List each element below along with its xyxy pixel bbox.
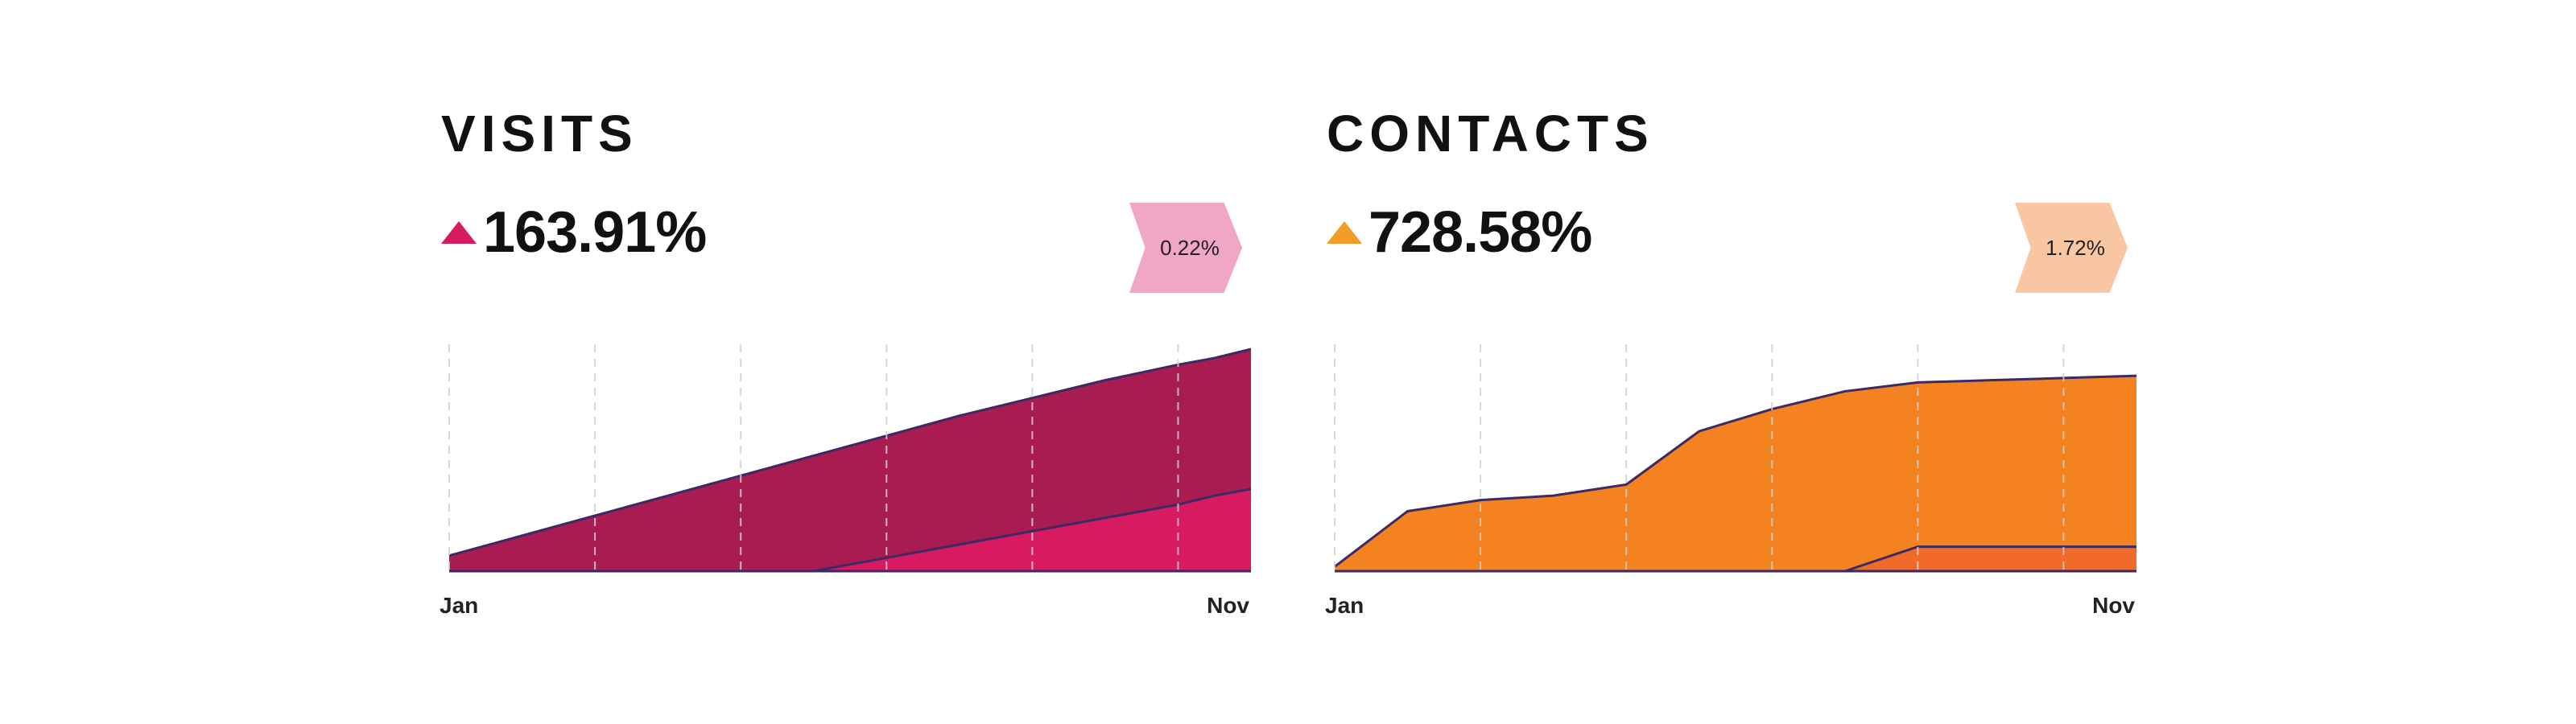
contacts-change-badge: 1.72%	[2015, 203, 2128, 293]
visits-series-1-area	[449, 349, 1251, 571]
contacts-series-1-area	[1335, 376, 2136, 571]
visits-x-tick-label-start: Jan	[440, 593, 478, 618]
contacts-panel: CONTACTS 728.58% 1.72% Jan Nov	[1325, 0, 2137, 724]
contacts-value: 728.58%	[1368, 200, 1592, 265]
visits-area-chart: Jan Nov	[440, 344, 1252, 618]
contacts-x-tick-label-start: Jan	[1325, 593, 1364, 618]
contacts-area-chart: Jan Nov	[1325, 344, 2137, 618]
visits-series-2-line	[813, 487, 1252, 573]
triangle-up-icon	[441, 221, 477, 244]
contacts-series-2-line	[1844, 545, 2136, 573]
visits-series-2-area	[813, 488, 1251, 571]
contacts-metric: 728.58%	[1325, 196, 1592, 269]
triangle-up-icon	[1327, 221, 1362, 244]
visits-x-tick-label-end: Nov	[1207, 593, 1249, 618]
visits-metric: 163.91%	[440, 196, 707, 269]
visits-badge-text: 0.22%	[1160, 235, 1220, 260]
visits-value: 163.91%	[483, 200, 707, 265]
contacts-x-tick-label-end: Nov	[2092, 593, 2135, 618]
contacts-badge-text: 1.72%	[2046, 235, 2105, 260]
visits-title: VISITS	[441, 105, 638, 162]
contacts-series-1-line	[1334, 374, 2137, 568]
contacts-title: CONTACTS	[1327, 105, 1654, 162]
visits-change-badge: 0.22%	[1129, 203, 1242, 293]
visits-panel: VISITS 163.91% 0.22% Jan Nov	[440, 0, 1252, 724]
